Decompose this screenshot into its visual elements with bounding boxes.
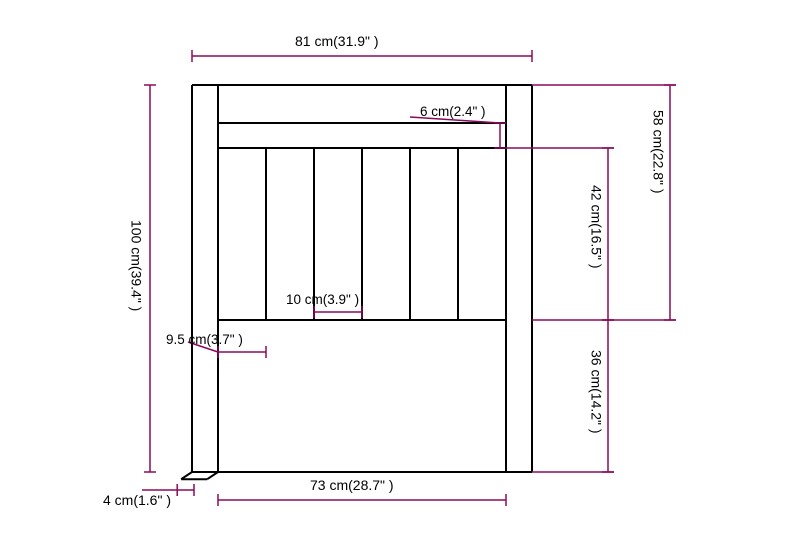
- diagram-svg: [0, 0, 800, 533]
- dim-upper-right: 58 cm(22.8" ): [650, 110, 665, 194]
- dim-lower-right: 36 cm(14.2" ): [588, 350, 603, 434]
- dim-band: 6 cm(2.4" ): [420, 105, 486, 120]
- dim-mid-right: 42 cm(16.5" ): [588, 185, 603, 269]
- diagram-stage: 81 cm(31.9" ) 100 cm(39.4" ) 4 cm(1.6" )…: [0, 0, 800, 533]
- dim-height-left: 100 cm(39.4" ): [128, 220, 143, 311]
- dim-inner-width: 73 cm(28.7" ): [310, 478, 394, 493]
- dim-slat-width: 10 cm(3.9" ): [286, 293, 359, 308]
- dim-top-width: 81 cm(31.9" ): [295, 34, 379, 49]
- dim-slat-gap: 9.5 cm(3.7" ): [166, 333, 243, 348]
- dim-depth: 4 cm(1.6" ): [103, 493, 171, 508]
